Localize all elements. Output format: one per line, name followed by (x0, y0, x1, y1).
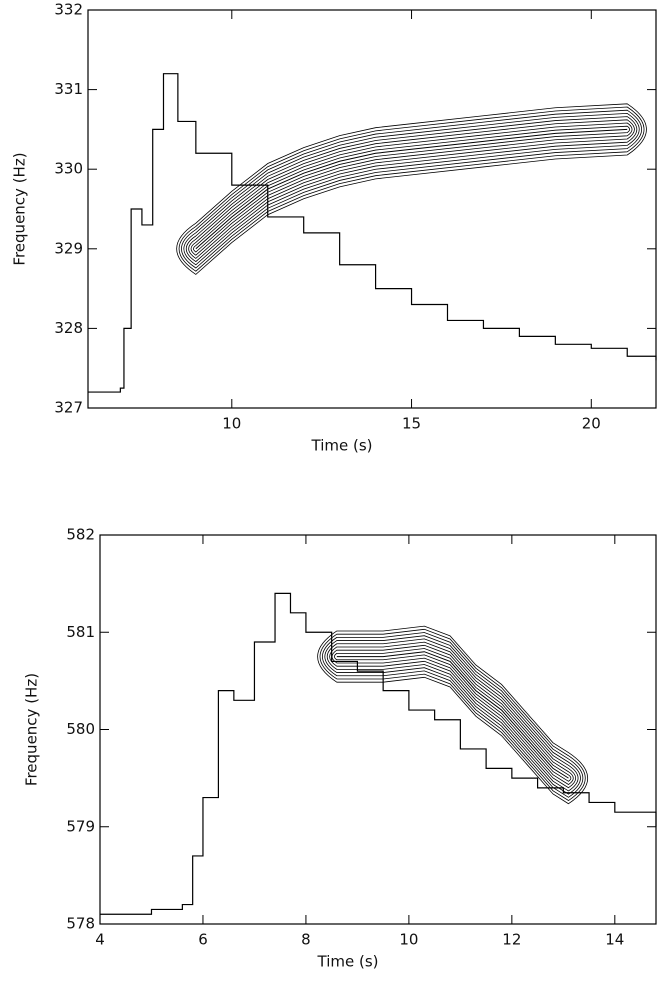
y-tick-label: 332 (54, 1, 83, 19)
ridge-line (336, 651, 569, 779)
x-tick-label: 6 (198, 931, 208, 949)
x-tick-label: 10 (222, 415, 241, 433)
y-tick-label: 581 (66, 623, 95, 641)
contour (326, 638, 579, 792)
y-tick-label: 578 (66, 915, 95, 933)
x-axis-label: Time (s) (311, 437, 373, 455)
y-axis-label: Frequency (Hz) (11, 152, 29, 265)
y-tick-label: 327 (54, 399, 83, 417)
plot-frame (99, 534, 657, 925)
contour (188, 119, 635, 259)
y-tick-label: 328 (54, 319, 83, 337)
ridge-line (195, 128, 628, 250)
contour (181, 109, 643, 269)
y-axis-label: Frequency (Hz) (23, 673, 41, 786)
y-tick-label: 331 (54, 80, 83, 98)
contour (329, 641, 577, 789)
x-tick-label: 4 (95, 931, 105, 949)
contour (331, 644, 574, 786)
contour (317, 625, 588, 805)
contour (183, 112, 640, 266)
contour (176, 103, 647, 275)
step-curve (88, 73, 657, 393)
contour (185, 116, 638, 263)
contour (193, 125, 631, 253)
plot-frame (87, 9, 657, 409)
contour (178, 106, 645, 272)
contour (322, 632, 584, 798)
y-tick-label: 330 (54, 160, 83, 178)
x-axis-label: Time (s) (317, 953, 379, 971)
y-tick-label: 580 (66, 720, 95, 738)
y-tick-label: 329 (54, 239, 83, 257)
y-tick-label: 582 (66, 526, 95, 544)
x-tick-label: 14 (605, 931, 624, 949)
x-tick-label: 12 (502, 931, 521, 949)
step-curve (100, 592, 657, 915)
x-tick-label: 8 (301, 931, 311, 949)
x-tick-label: 15 (402, 415, 421, 433)
y-tick-label: 579 (66, 817, 95, 835)
contour (334, 648, 572, 782)
x-tick-label: 10 (399, 931, 418, 949)
panel: 10 15 20 327 328 329 330 331 332 Time (s) Frequenc… (11, 1, 657, 455)
contour (319, 628, 586, 802)
contour (324, 635, 581, 795)
contour (190, 122, 633, 256)
panel: 4 6 8 10 12 14 578 579 580 581 582 Time (s) Frequenc… (23, 526, 657, 971)
x-tick-label: 20 (582, 415, 601, 433)
